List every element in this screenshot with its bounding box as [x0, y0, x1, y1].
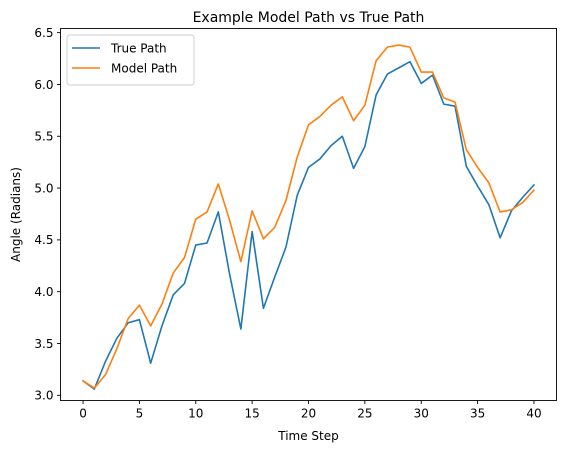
- x-tick-label: 40: [526, 407, 541, 421]
- series-line-true-path: [83, 62, 534, 389]
- x-tick-label: 35: [470, 407, 485, 421]
- y-tick-label: 5.5: [34, 130, 53, 144]
- x-tick-label: 25: [357, 407, 372, 421]
- x-axis-label: Time Step: [277, 429, 339, 443]
- x-tick-label: 20: [301, 407, 316, 421]
- x-axis-ticks: 0 5 10 15 20 25 30 35 40: [79, 401, 541, 421]
- y-axis-ticks: 3.0 3.5 4.0 4.5 5.0 5.5 6.0 6.5: [34, 26, 60, 403]
- y-axis-label: Angle (Radians): [9, 167, 23, 262]
- legend: True Path Model Path: [67, 35, 194, 85]
- y-tick-label: 3.0: [34, 389, 53, 403]
- y-tick-label: 6.5: [34, 26, 53, 40]
- y-tick-label: 3.5: [34, 337, 53, 351]
- y-tick-label: 4.0: [34, 285, 53, 299]
- x-tick-label: 0: [79, 407, 87, 421]
- legend-label-model-path: Model Path: [111, 61, 177, 75]
- x-tick-label: 10: [188, 407, 203, 421]
- x-tick-label: 15: [244, 407, 259, 421]
- x-tick-label: 5: [136, 407, 144, 421]
- legend-label-true-path: True Path: [110, 41, 167, 55]
- y-tick-label: 4.5: [34, 233, 53, 247]
- x-tick-label: 30: [414, 407, 429, 421]
- series-lines: [83, 45, 534, 389]
- y-tick-label: 5.0: [34, 181, 53, 195]
- series-line-model-path: [83, 45, 534, 388]
- chart-title: Example Model Path vs True Path: [193, 10, 425, 26]
- y-tick-label: 6.0: [34, 78, 53, 92]
